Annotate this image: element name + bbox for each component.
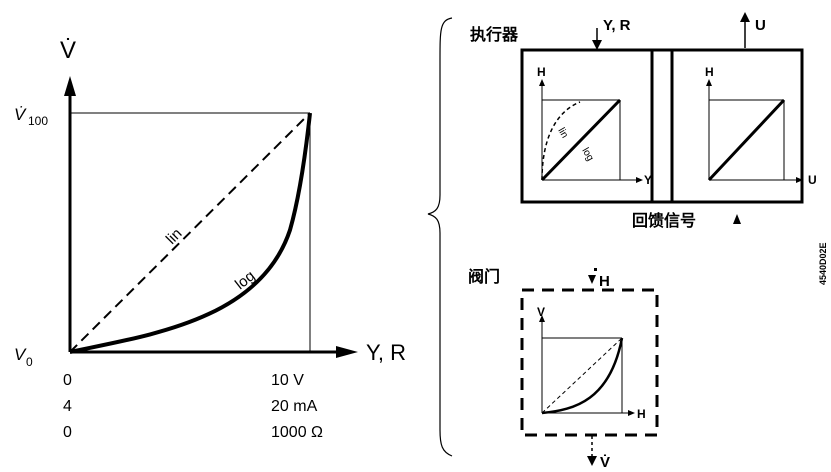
dot-marker [594,268,597,271]
input-arrow-icon [592,40,602,50]
y-max-label: V̇ [14,105,27,124]
x-axis-arrow-icon [336,346,358,358]
scale-end-0: 10 V [271,372,304,389]
log-label: log [232,267,258,293]
valve-box [520,288,659,437]
box3-y-label: V [537,305,545,319]
doc-code: 4540D02E [818,242,828,285]
box2-y-label: H [705,65,714,79]
box3-log-curve [541,337,624,415]
scale-start-0: 0 [63,372,72,389]
lin-curve [69,112,311,353]
box1-y-arrow-icon [539,79,545,86]
feedback-title: 回馈信号 [632,211,696,230]
scale-end-1: 20 mA [271,398,318,415]
curly-brace [427,17,453,457]
x-scale-table: 0 10 V 4 20 mA 0 1000 Ω [63,372,323,441]
lin-label: lin [163,225,186,248]
y-max-subscript: 100 [28,114,48,128]
y-axis-arrow-icon [64,76,76,96]
box2-plot: H U [705,65,817,187]
box1-lin-label: lin [555,126,570,140]
scale-end-2: 1000 Ω [271,424,323,441]
box1-x-label: Y [644,173,652,187]
box3-x-label: H [637,407,646,421]
log-curve [69,112,312,354]
actuator-input-label: Y, R [603,17,631,34]
y-min-label: V [14,345,27,364]
scale-start-1: 4 [63,398,72,415]
box3-lin-line [541,337,623,414]
box2-x-arrow-icon [796,177,803,183]
box1-log-label: log [579,146,595,163]
box3-x-arrow-icon [628,410,635,416]
valve-output-arrow-icon [587,456,597,466]
right-diagram: 执行器 Y, R H Y lin log U [468,12,828,471]
box1-main-line [540,98,622,182]
valve-output-label: V̇ [600,454,610,471]
output-arrow-icon [740,12,750,22]
feedback-arrow-icon [733,214,741,224]
box3-plot: V H [537,305,646,421]
box2-x-label: U [808,173,817,187]
feedback-box [650,48,804,204]
box1-x-arrow-icon [636,177,643,183]
output-label: U [755,17,766,34]
y-min-subscript: 0 [26,355,33,369]
y-axis-label: V̇ [60,36,76,64]
valve-input-label: H [599,273,610,290]
box1-dashed-curve [541,101,581,181]
valve-input-arrow-icon [588,275,596,284]
box2-y-arrow-icon [706,79,712,86]
box1-plot: H Y lin log [537,65,652,187]
valve-title: 阀门 [468,267,500,286]
box3-y-arrow-icon [539,315,545,322]
left-chart: V̇ V̇ 100 V 0 Y, R lin log 0 10 V 4 20 m… [14,36,406,441]
box1-y-label: H [537,65,546,79]
actuator-title: 执行器 [470,25,519,44]
box2-main-line [707,98,786,182]
scale-start-2: 0 [63,424,72,441]
actuator-box [520,48,674,204]
x-axis-label: Y, R [366,340,406,365]
